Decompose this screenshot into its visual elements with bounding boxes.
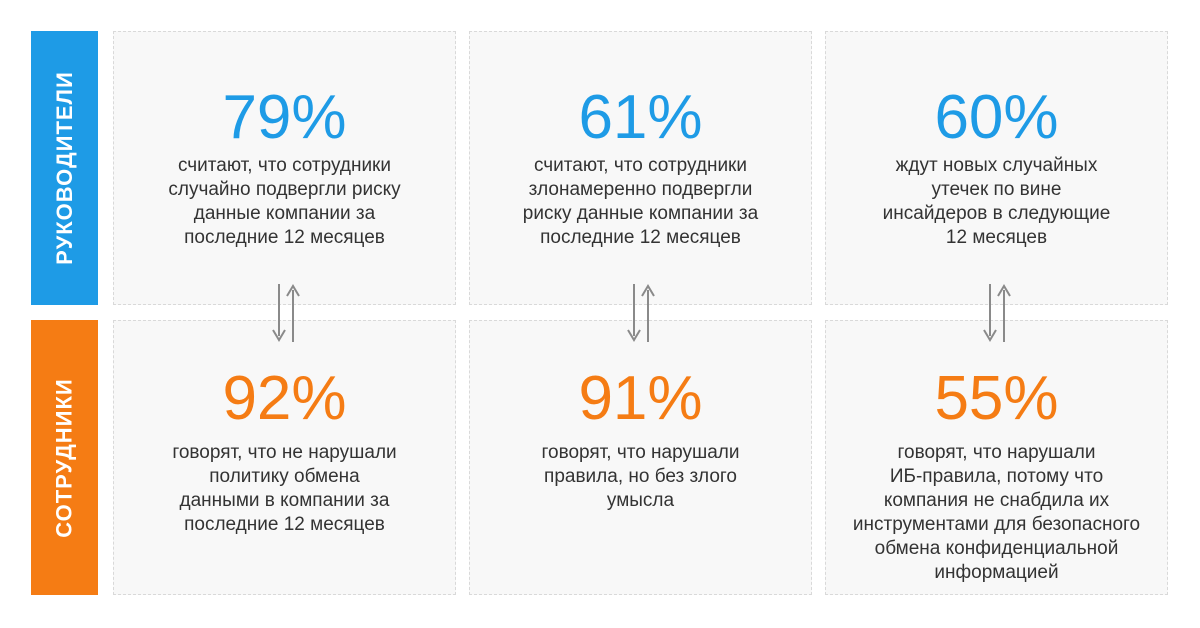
employees-label-bar: СОТРУДНИКИ [31, 320, 98, 595]
managers-stat-card-1: 79% считают, что сотрудники случайно под… [113, 31, 456, 305]
employees-stat-percent-2: 91% [578, 364, 703, 433]
managers-stat-percent-2: 61% [578, 83, 703, 152]
managers-stat-text-3: ждут новых случайных утечек по вине инса… [882, 155, 1111, 248]
managers-label: РУКОВОДИТЕЛИ [51, 71, 77, 265]
employees-stat-text-2: говорят, что нарушали правила, но без зл… [541, 442, 740, 511]
managers-stat-card-2: 61% считают, что сотрудники злонамеренно… [469, 31, 812, 305]
employees-stat-percent-1: 92% [222, 364, 347, 433]
bidirectional-arrows-icon [621, 278, 661, 348]
bidirectional-arrows-icon [977, 278, 1017, 348]
managers-stat-text-1: считают, что сотрудники случайно подверг… [168, 155, 401, 248]
employees-stat-text-1: говорят, что не нарушали политику обмена… [172, 442, 397, 535]
managers-stat-percent-1: 79% [222, 83, 347, 152]
managers-stat-text-2: считают, что сотрудники злонамеренно под… [522, 155, 759, 248]
managers-stat-percent-3: 60% [934, 83, 1059, 152]
employees-stat-card-3: 55% говорят, что нарушали ИБ-правила, по… [825, 320, 1168, 595]
employees-stat-text-3: говорят, что нарушали ИБ-правила, потому… [852, 442, 1141, 583]
employees-stat-card-1: 92% говорят, что не нарушали политику об… [113, 320, 456, 595]
managers-stat-card-3: 60% ждут новых случайных утечек по вине … [825, 31, 1168, 305]
employees-stat-percent-3: 55% [934, 364, 1059, 433]
employees-stat-card-2: 91% говорят, что нарушали правила, но бе… [469, 320, 812, 595]
bidirectional-arrows-icon [266, 278, 306, 348]
managers-label-bar: РУКОВОДИТЕЛИ [31, 31, 98, 305]
employees-label: СОТРУДНИКИ [51, 377, 77, 538]
